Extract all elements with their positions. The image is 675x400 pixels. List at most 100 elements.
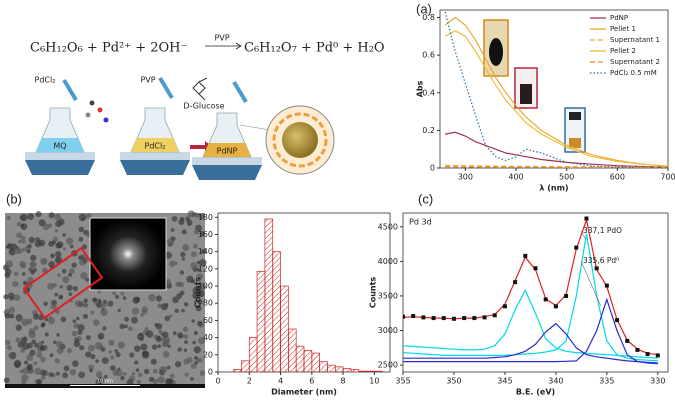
y-tick-label: 40: [203, 333, 213, 342]
particle: [177, 332, 184, 339]
particle: [16, 317, 22, 323]
particle: [122, 296, 127, 300]
particle: [16, 232, 23, 239]
particle: [137, 372, 143, 378]
particle: [198, 282, 207, 291]
particle: [52, 282, 57, 288]
particle: [50, 303, 57, 310]
particle: [134, 360, 139, 365]
particle: [78, 255, 83, 260]
particle: [190, 279, 196, 284]
particle: [66, 347, 73, 354]
particle: [73, 323, 80, 329]
y-tick-label: 0: [208, 368, 213, 377]
particle: [68, 292, 73, 297]
particle: [201, 248, 207, 254]
particle: [187, 210, 195, 218]
bar: [334, 366, 344, 372]
particle: [69, 268, 75, 274]
particle: [20, 223, 28, 231]
y-tick-label: 180: [198, 213, 213, 222]
bar: [264, 218, 274, 372]
y-axis-label: Abs: [416, 80, 425, 97]
series-line: [403, 217, 658, 356]
particle: [29, 349, 36, 356]
particle: [27, 342, 33, 349]
particle: [168, 314, 173, 318]
particle: [60, 316, 67, 323]
x-tick-label: 10: [369, 377, 379, 386]
particle: [78, 226, 85, 233]
particle: [97, 332, 105, 340]
particle: [16, 221, 22, 227]
particle: [103, 374, 108, 379]
particle: [190, 262, 198, 270]
particle: [196, 268, 201, 272]
particle: [184, 372, 189, 377]
particle: [83, 298, 88, 304]
particle: [62, 372, 69, 379]
data-point: [615, 318, 620, 323]
y-tick-label: 3000: [378, 326, 398, 335]
particle: [145, 330, 154, 338]
bar: [272, 251, 281, 372]
particle: [167, 344, 171, 348]
particle: [133, 345, 141, 352]
particle: [69, 368, 77, 376]
data-point: [543, 297, 548, 302]
particle: [5, 339, 11, 346]
particle: [103, 299, 107, 304]
particle: [197, 299, 203, 305]
particle: [56, 333, 60, 337]
particle: [27, 213, 34, 220]
x-tick-label: 400: [508, 173, 523, 182]
stir-plate-1: [25, 78, 95, 175]
y-tick-label: 140: [198, 247, 213, 256]
particle: [181, 257, 186, 261]
particle: [153, 334, 159, 340]
particle: [65, 237, 74, 245]
bar: [241, 360, 250, 372]
arrow-head: [235, 42, 242, 50]
particle: [40, 322, 46, 328]
particle: [163, 342, 168, 347]
data-point: [411, 314, 416, 319]
data-point: [451, 316, 456, 321]
particle: [9, 313, 15, 319]
panel-label: (c): [418, 191, 433, 206]
y-tick-label: 120: [198, 264, 213, 273]
particle: [13, 294, 21, 301]
data-point: [482, 315, 487, 320]
bar: [319, 361, 328, 372]
particle: [134, 296, 141, 303]
bar: [366, 370, 375, 372]
particle: [108, 350, 112, 354]
particle: [135, 368, 140, 373]
particle: [77, 324, 85, 332]
particle: [87, 344, 95, 352]
particle: [112, 369, 119, 376]
particle: [164, 315, 171, 322]
y-tick-label: 4000: [378, 257, 398, 266]
particle: [21, 272, 26, 276]
bar: [288, 328, 297, 372]
data-point: [472, 316, 477, 321]
particle: [76, 316, 80, 321]
particle: [181, 229, 187, 235]
data-point: [502, 304, 507, 309]
legend-label: Pellet 1: [610, 25, 636, 33]
data-point: [431, 316, 436, 321]
particle: [31, 339, 37, 345]
particle: [92, 297, 98, 302]
data-point: [523, 253, 528, 258]
tem-image: [2, 210, 207, 388]
x-tick-label: 4: [278, 377, 283, 386]
particle: [120, 375, 125, 381]
particle: [128, 326, 133, 332]
particle: [136, 333, 145, 341]
series-line: [403, 322, 658, 364]
particle: [14, 247, 22, 254]
x-tick-label: 300: [458, 173, 473, 182]
data-point: [513, 280, 518, 285]
particle: [83, 303, 88, 308]
